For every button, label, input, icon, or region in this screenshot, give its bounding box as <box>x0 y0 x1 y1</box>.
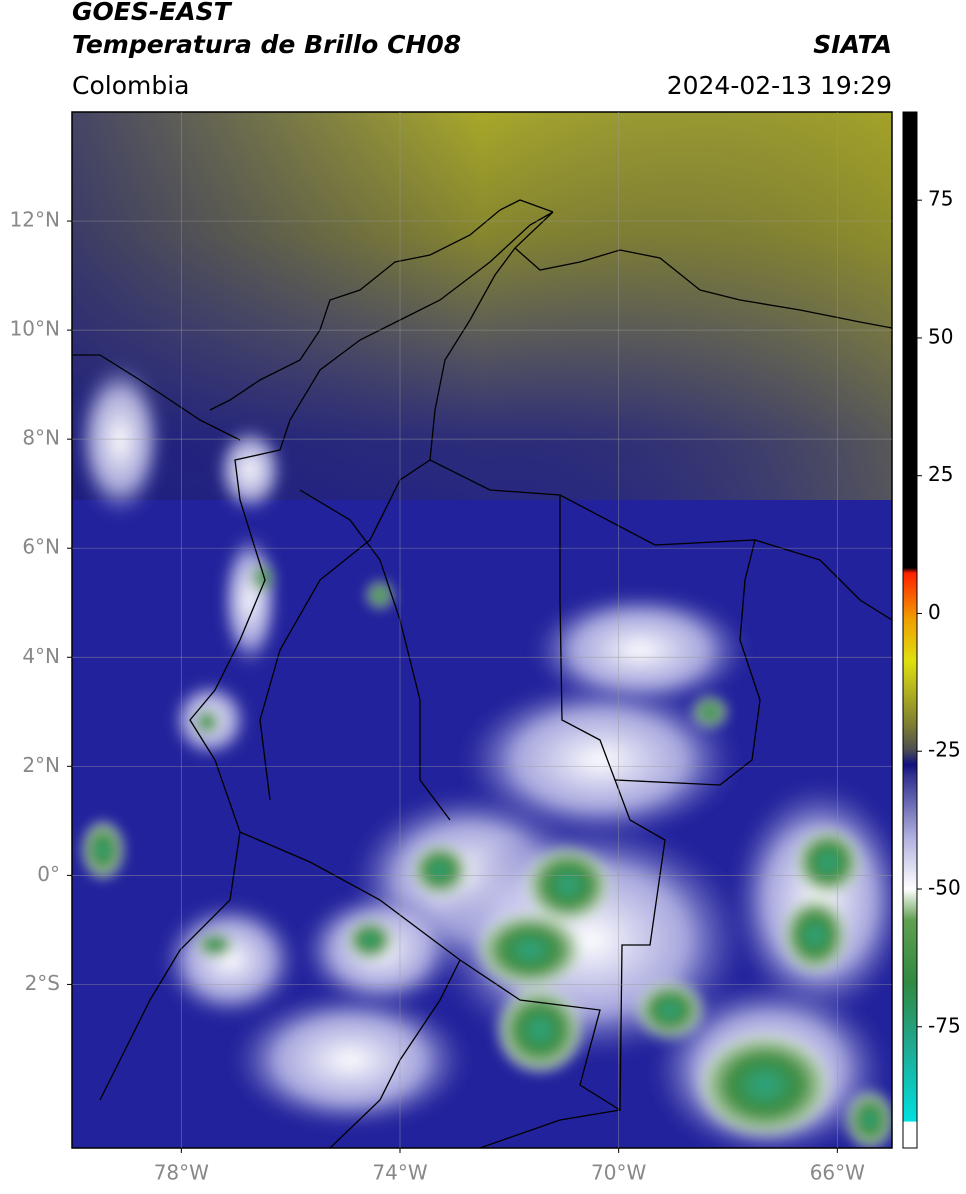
product-title: Temperatura de Brillo CH08 <box>72 30 461 59</box>
datetime-label: 2024-02-13 19:29 <box>667 71 892 100</box>
colorbar-label: 0 <box>928 600 941 624</box>
colorbar-label: -50 <box>928 876 961 900</box>
lat-label: 6°N <box>22 535 60 559</box>
lon-label: 74°W <box>372 1161 427 1185</box>
lat-label: 12°N <box>10 208 60 232</box>
satellite-name: GOES-EAST <box>72 0 233 26</box>
colorbar-label: 75 <box>928 187 953 211</box>
lon-label: 70°W <box>591 1161 646 1185</box>
lat-label: 10°N <box>10 317 60 341</box>
colorbar-label: -25 <box>928 738 961 762</box>
colorbar-label: -75 <box>928 1013 961 1037</box>
map-frame <box>71 111 893 1149</box>
lat-label: 2°N <box>22 753 60 777</box>
lat-label: 2°S <box>25 971 60 995</box>
source-label: SIATA <box>813 30 892 59</box>
colorbar <box>902 111 918 1149</box>
lat-label: 8°N <box>22 426 60 450</box>
lat-label: 0° <box>37 862 60 886</box>
satellite-image <box>72 112 892 1148</box>
colorbar-label: 50 <box>928 324 953 348</box>
lon-label: 78°W <box>154 1161 209 1185</box>
lat-label: 4°N <box>22 644 60 668</box>
colorbar-label: 25 <box>928 462 953 486</box>
region-label: Colombia <box>72 71 189 100</box>
lon-label: 66°W <box>810 1161 865 1185</box>
